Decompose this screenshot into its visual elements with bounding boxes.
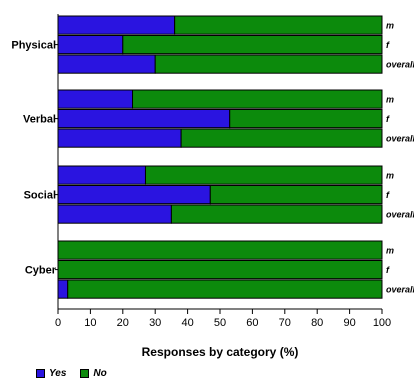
- group-label: Physical: [11, 40, 56, 52]
- group-label: Cyber: [25, 265, 57, 277]
- bar-verbal-overall-yes: [57, 128, 182, 148]
- bar-sublabel: m: [386, 95, 394, 105]
- bar-verbal-f-yes: [57, 109, 231, 129]
- x-tick-label: 70: [279, 317, 291, 329]
- bar-sublabel: m: [386, 246, 394, 256]
- bar-physical-overall-no: [154, 54, 383, 74]
- x-tick-label: 30: [149, 317, 161, 329]
- bars-layer: [57, 15, 383, 299]
- bar-sublabel: f: [386, 265, 390, 275]
- bar-physical-f-yes: [57, 35, 124, 55]
- bar-sublabel: f: [386, 40, 390, 50]
- bar-sublabel: overall: [386, 60, 414, 70]
- bar-verbal-m-yes: [57, 89, 134, 109]
- bar-social-overall-no: [170, 204, 383, 224]
- group-label: Verbal: [23, 114, 56, 126]
- x-tick-label: 80: [311, 317, 323, 329]
- bar-cyber-overall-yes: [57, 279, 69, 299]
- bar-social-m-yes: [57, 165, 146, 185]
- bar-physical-m-yes: [57, 15, 176, 35]
- group-label: Social: [24, 190, 56, 202]
- x-tick-label: 10: [84, 317, 96, 329]
- bar-verbal-overall-no: [180, 128, 383, 148]
- bar-sublabel: m: [386, 171, 394, 181]
- bar-social-f-yes: [57, 185, 211, 205]
- legend-item-no: No: [80, 368, 107, 379]
- bar-verbal-f-no: [229, 109, 383, 129]
- bar-sublabel: overall: [386, 210, 414, 220]
- x-axis-title: Responses by category (%): [142, 345, 299, 359]
- bar-sublabel: overall: [386, 134, 414, 144]
- legend-label-yes: Yes: [49, 368, 67, 379]
- legend: Yes No: [36, 368, 121, 379]
- x-axis: 0 10 20 30 40 50 60 70 80 90 100: [55, 14, 391, 329]
- bar-physical-m-no: [174, 15, 383, 35]
- bar-sublabel: f: [386, 114, 390, 124]
- bar-cyber-f-no: [57, 260, 383, 280]
- x-tick-label: 100: [373, 317, 391, 329]
- group-labels: Physical Verbal Social Cyber: [11, 40, 58, 277]
- bar-sublabel: f: [386, 190, 390, 200]
- x-tick-label: 20: [117, 317, 129, 329]
- x-tick-label: 60: [246, 317, 258, 329]
- bar-sublabel: m: [386, 21, 394, 31]
- bar-sublabel: overall: [386, 285, 414, 295]
- legend-label-no: No: [93, 368, 107, 379]
- x-tick-label: 90: [343, 317, 355, 329]
- bar-social-f-no: [209, 185, 383, 205]
- bar-social-m-no: [144, 165, 383, 185]
- legend-swatch-no: [80, 369, 90, 378]
- x-tick-label: 40: [181, 317, 193, 329]
- bar-social-overall-yes: [57, 204, 172, 224]
- x-tick-label: 0: [55, 317, 61, 329]
- bar-physical-f-no: [122, 35, 383, 55]
- bar-physical-overall-yes: [57, 54, 156, 74]
- bar-cyber-overall-no: [67, 279, 383, 299]
- x-tick-label: 50: [214, 317, 226, 329]
- legend-item-yes: Yes: [36, 368, 66, 379]
- legend-swatch-yes: [36, 369, 45, 378]
- bar-verbal-m-no: [132, 89, 383, 109]
- bar-cyber-m-no: [57, 240, 383, 260]
